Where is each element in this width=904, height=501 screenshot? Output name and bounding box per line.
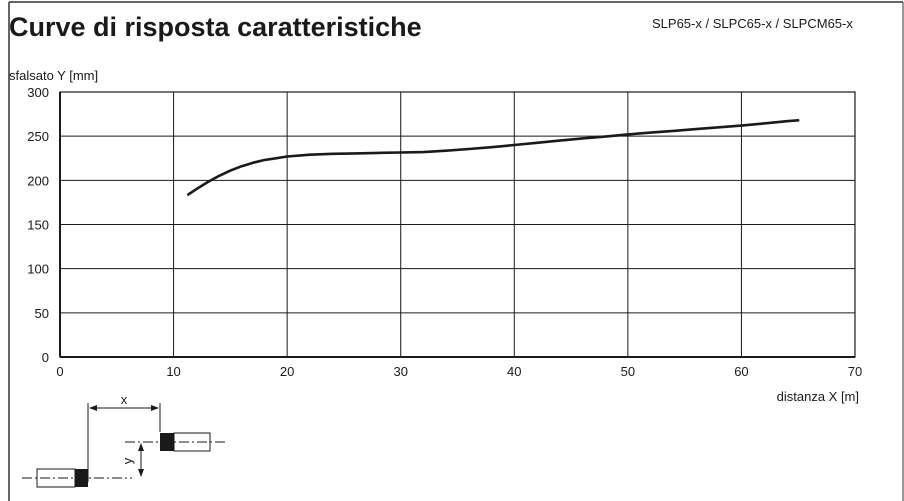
page-title: Curve di risposta caratteristiche bbox=[9, 12, 422, 42]
y-tick-label: 150 bbox=[27, 218, 49, 233]
series-layer bbox=[187, 119, 800, 196]
x-tick-label: 70 bbox=[848, 364, 862, 379]
x-tick-label: 20 bbox=[280, 364, 294, 379]
x-tick-label: 40 bbox=[507, 364, 521, 379]
x-tick-label: 10 bbox=[166, 364, 180, 379]
y-tick-label: 50 bbox=[35, 306, 49, 321]
x-tick-label: 60 bbox=[734, 364, 748, 379]
x-tick-label: 0 bbox=[56, 364, 63, 379]
x-arrow-left bbox=[89, 405, 97, 411]
y-tick-label: 0 bbox=[42, 350, 49, 365]
response-curve-line bbox=[187, 119, 800, 196]
x-dimension-label: x bbox=[121, 392, 128, 407]
y-tick-label: 100 bbox=[27, 262, 49, 277]
x-tick-label: 50 bbox=[621, 364, 635, 379]
y-dimension-label: y bbox=[120, 457, 135, 464]
tick-layer: 0 10 20 30 40 50 60 70 0 50 100 150 200 250 300 bbox=[27, 85, 862, 379]
y-tick-label: 200 bbox=[27, 173, 49, 188]
x-axis-label: distanza X [m] bbox=[777, 389, 859, 404]
offset-diagram: x y bbox=[22, 392, 225, 488]
y-tick-label: 250 bbox=[27, 129, 49, 144]
y-arrow-top bbox=[138, 443, 144, 451]
y-tick-label: 300 bbox=[27, 85, 49, 100]
grid-layer bbox=[59, 91, 856, 358]
x-tick-label: 30 bbox=[393, 364, 407, 379]
y-axis-label: sfalsato Y [mm] bbox=[9, 68, 99, 83]
y-arrow-bottom bbox=[138, 469, 144, 477]
model-list: SLP65-x / SLPC65-x / SLPCM65-x bbox=[652, 16, 853, 31]
x-arrow-right bbox=[151, 405, 159, 411]
